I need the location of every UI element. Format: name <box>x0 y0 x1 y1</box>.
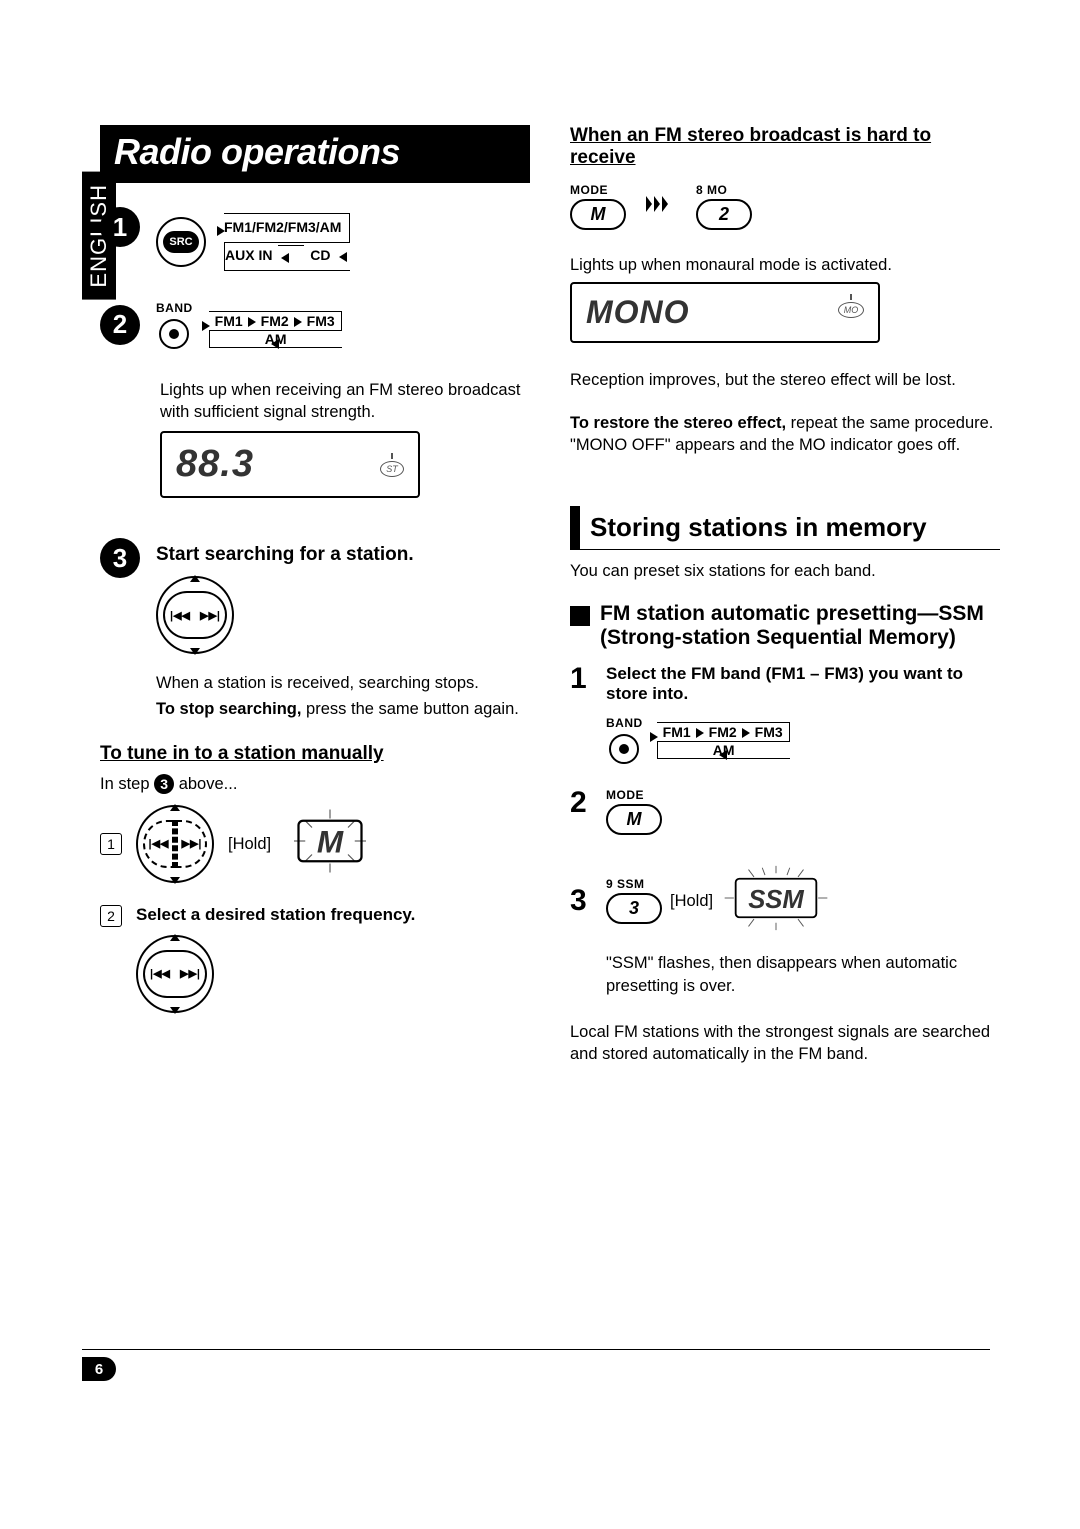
storing-intro: You can preset six stations for each ban… <box>570 560 1000 582</box>
step-3-caption-1: When a station is received, searching st… <box>156 672 530 694</box>
manual-tune-heading: To tune in to a station manually <box>100 743 530 765</box>
mode-button-2[interactable]: MODE M <box>606 788 662 835</box>
mono-display: MONO MO <box>570 282 880 343</box>
frequency-value: 88.3 <box>176 443 254 486</box>
ssm-step-1-text: Select the FM band (FM1 – FM3) you want … <box>606 664 1000 704</box>
band-label: BAND <box>156 301 193 315</box>
manual-substep-2: 2 <box>100 905 122 927</box>
stereo-caption: Lights up when receiving an FM stereo br… <box>160 379 530 424</box>
step-2-badge: 2 <box>100 305 140 345</box>
tune-dial-2[interactable]: |◀◀▶▶| <box>136 935 214 1013</box>
ssm-step-1-num: 1 <box>570 664 598 764</box>
step-3-title: Start searching for a station. <box>156 544 530 566</box>
page-number: 6 <box>82 1357 116 1381</box>
mo-button[interactable]: 8 MO 2 <box>696 183 752 230</box>
mode-button[interactable]: MODE M <box>570 183 626 230</box>
ssm-flash-display: SSM <box>721 863 831 938</box>
left-column: Radio operations 1 SRC FM1/FM2/FM3/AM AU… <box>100 125 530 1065</box>
hold-label: [Hold] <box>228 833 271 855</box>
storing-heading: Storing stations in memory <box>570 506 1000 550</box>
src-cycle-diagram: FM1/FM2/FM3/AM AUX IN CD <box>224 213 350 271</box>
frequency-display: 88.3 ST <box>160 431 420 498</box>
band-button-2[interactable]: BAND <box>606 716 643 764</box>
src-label: SRC <box>163 231 199 253</box>
st-indicator: ST <box>380 461 404 477</box>
reception-text: Reception improves, but the stereo effec… <box>570 369 1000 391</box>
manual-step-2-text: Select a desired station frequency. <box>136 905 530 925</box>
manual-intro: In step 3 above... <box>100 773 530 795</box>
svg-text:SSM: SSM <box>748 886 804 914</box>
mo-indicator: MO <box>838 302 864 318</box>
band-cycle-diagram: FM1 FM2 FM3 AM <box>209 301 342 348</box>
m-flash-display: M <box>285 807 375 880</box>
footer-rule <box>82 1349 990 1379</box>
ssm-button[interactable]: 9 SSM 3 <box>606 877 662 924</box>
tune-dial-hold[interactable]: |◀◀▶▶| <box>136 805 214 883</box>
right-column: When an FM stereo broadcast is hard to r… <box>570 125 1000 1065</box>
ssm-caption: "SSM" flashes, then disappears when auto… <box>606 952 1000 997</box>
ssm-heading: FM station automatic presetting—SSM (Str… <box>570 602 1000 650</box>
hard-receive-heading: When an FM stereo broadcast is hard to r… <box>570 125 1000 169</box>
ssm-step-2-num: 2 <box>570 788 598 818</box>
step-3-caption-2: To stop searching, press the same button… <box>156 698 530 720</box>
title-banner: Radio operations <box>100 125 530 183</box>
ssm-final: Local FM stations with the strongest sig… <box>570 1021 1000 1066</box>
step-3-badge: 3 <box>100 538 140 578</box>
manual-substep-1: 1 <box>100 833 122 855</box>
band-button[interactable]: BAND <box>156 301 193 349</box>
band-cycle-2: FM1 FM2 FM3 AM <box>657 722 790 759</box>
tune-dial[interactable]: |◀◀▶▶| <box>156 576 234 654</box>
step-1-badge: 1 <box>100 207 140 247</box>
restore-text: To restore the stereo effect, repeat the… <box>570 412 1000 457</box>
mono-caption: Lights up when monaural mode is activate… <box>570 254 1000 276</box>
arrow-icon <box>646 192 676 221</box>
ssm-step-3-num: 3 <box>570 886 598 916</box>
ssm-hold: [Hold] <box>670 890 713 912</box>
svg-text:M: M <box>317 824 344 860</box>
src-button[interactable]: SRC <box>156 217 206 267</box>
